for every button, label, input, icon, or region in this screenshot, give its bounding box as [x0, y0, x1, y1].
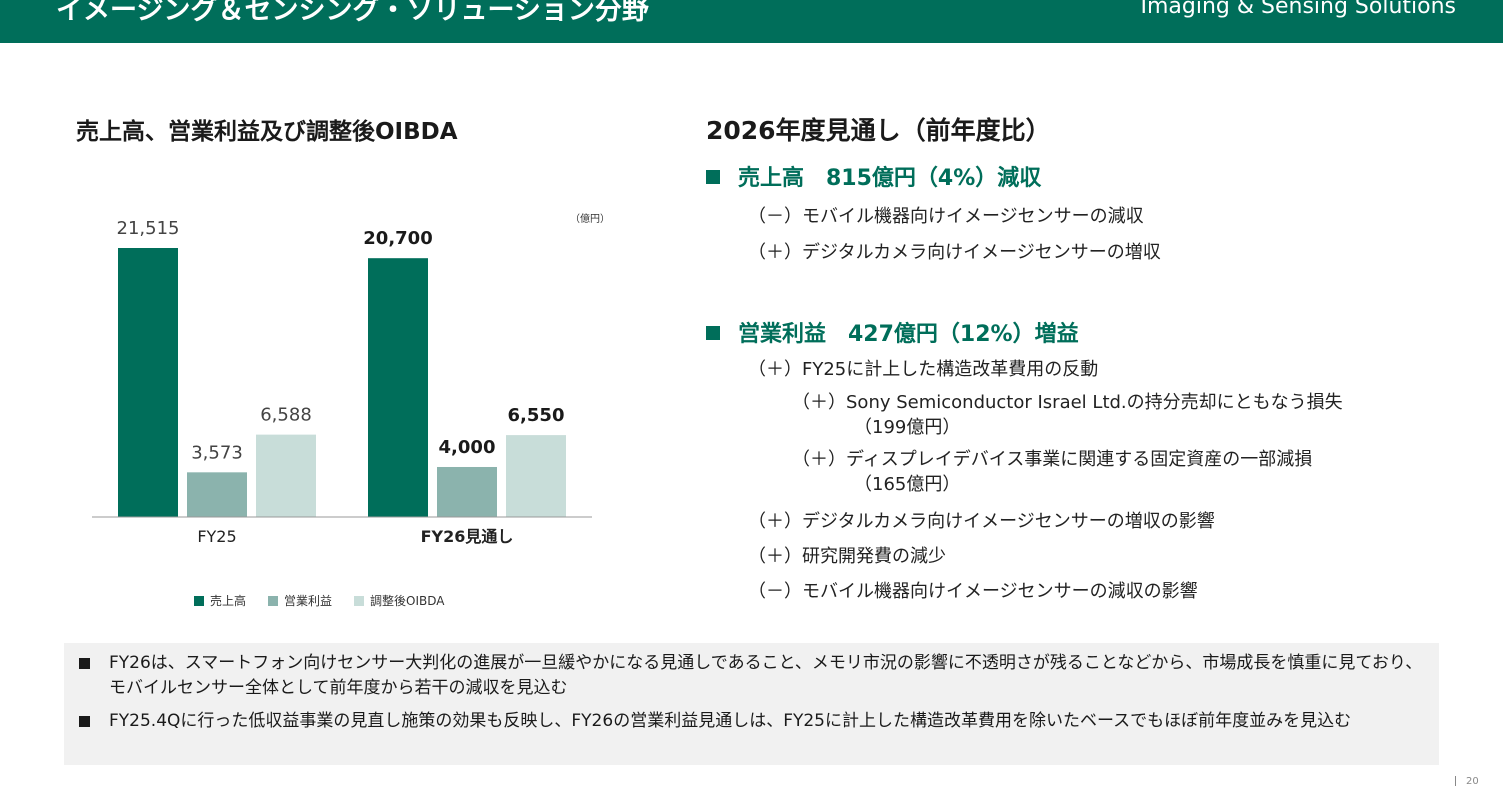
op-factor-3: （＋）研究開発費の減少 [748, 546, 946, 567]
legend-item-sales: 売上高 [194, 592, 246, 609]
legend-swatch-operating-income [268, 595, 279, 606]
note-1: FY26は、スマートフォン向けセンサー大判化の進展が一旦緩やかになる見通しである… [79, 651, 1429, 701]
data-label-operating-income-fy26: 4,000 [439, 437, 496, 458]
legend-label-adjusted-oibda: 調整後OIBDA [370, 594, 445, 608]
chart-heading: 売上高、営業利益及び調整後OIBDA [76, 119, 458, 145]
sales-factor-2: （＋）デジタルカメラ向けイメージセンサーの増収 [748, 242, 1161, 263]
data-label-operating-income-fy25: 3,573 [191, 442, 243, 463]
op-outlook-text: 営業利益 427億円（12%）増益 [738, 322, 1079, 347]
sales-factor-1: （－）モバイル機器向けイメージセンサーの減収 [748, 206, 1144, 227]
category-label-fy25: FY25 [197, 527, 236, 546]
bar-sales-fy25 [118, 248, 178, 517]
note-2: FY25.4Qに行った低収益事業の見直し施策の効果も反映し、FY26の営業利益見… [79, 709, 1429, 734]
page-title: イメージング＆センシング・ソリューション分野 [56, 0, 649, 26]
bar-chart: （億円） 21,515 3,573 6,588 FY25 20,700 4,000 6,550… [92, 212, 610, 546]
legend-label-sales: 売上高 [210, 594, 247, 608]
page-number: 20 [1466, 776, 1479, 787]
legend-swatch-sales [194, 595, 204, 606]
outlook-heading: 2026年度見通し（前年度比） [706, 116, 1051, 145]
notes-box [64, 643, 1439, 765]
op-subfactor-2: （＋）ディスプレイデバイス事業に関連する固定資産の一部減損 [792, 449, 1313, 470]
sales-outlook-head: 売上高 815億円（4%）減収 [706, 160, 1041, 192]
data-label-sales-fy25: 21,515 [117, 218, 180, 239]
op-factor-1: （＋）FY25に計上した構造改革費用の反動 [748, 359, 1099, 380]
chart-unit-label: （億円） [570, 212, 610, 225]
legend-item-adjusted-oibda: 調整後OIBDA [354, 592, 445, 609]
bar-operating-income-fy26 [437, 466, 497, 517]
square-bullet-icon [706, 326, 720, 340]
bar-adjusted-oibda-fy25 [256, 434, 316, 517]
bar-adjusted-oibda-fy26 [506, 435, 566, 517]
data-label-adjusted-oibda-fy26: 6,550 [508, 405, 565, 426]
legend-swatch-adjusted-oibda [354, 595, 365, 606]
op-subfactor-1-amount: （199億円） [854, 417, 961, 438]
chart-legend: 売上高 営業利益 調整後OIBDA [194, 592, 445, 609]
op-factor-4: （－）モバイル機器向けイメージセンサーの減収の影響 [748, 581, 1198, 602]
op-subfactor-1: （＋）Sony Semiconductor Israel Ltd.の持分売却にと… [792, 392, 1343, 413]
note-2-text: FY25.4Qに行った低収益事業の見直し施策の効果も反映し、FY26の営業利益見… [109, 711, 1352, 731]
legend-item-operating-income: 営業利益 [268, 592, 332, 609]
data-label-sales-fy26: 20,700 [363, 228, 432, 249]
category-label-fy26: FY26見通し [421, 527, 514, 546]
square-bullet-icon [706, 170, 720, 184]
bar-operating-income-fy25 [187, 472, 247, 517]
data-label-adjusted-oibda-fy25: 6,588 [260, 405, 312, 426]
op-outlook-head: 営業利益 427億円（12%）増益 [706, 316, 1079, 348]
sales-outlook-text: 売上高 815億円（4%）減収 [738, 166, 1042, 191]
square-bullet-icon [79, 716, 90, 727]
bar-sales-fy26 [368, 258, 428, 517]
op-factor-2: （＋）デジタルカメラ向けイメージセンサーの増収の影響 [748, 511, 1215, 532]
header-bar: イメージング＆センシング・ソリューション分野 Imaging & Sensing… [0, 0, 1503, 43]
op-subfactor-2-amount: （165億円） [854, 474, 961, 495]
page-divider [1455, 776, 1456, 786]
legend-label-operating-income: 営業利益 [284, 594, 333, 608]
segment-name: Imaging & Sensing Solutions [1140, 0, 1456, 19]
note-1-text: FY26は、スマートフォン向けセンサー大判化の進展が一旦緩やかになる見通しである… [109, 653, 1423, 698]
square-bullet-icon [79, 658, 90, 669]
